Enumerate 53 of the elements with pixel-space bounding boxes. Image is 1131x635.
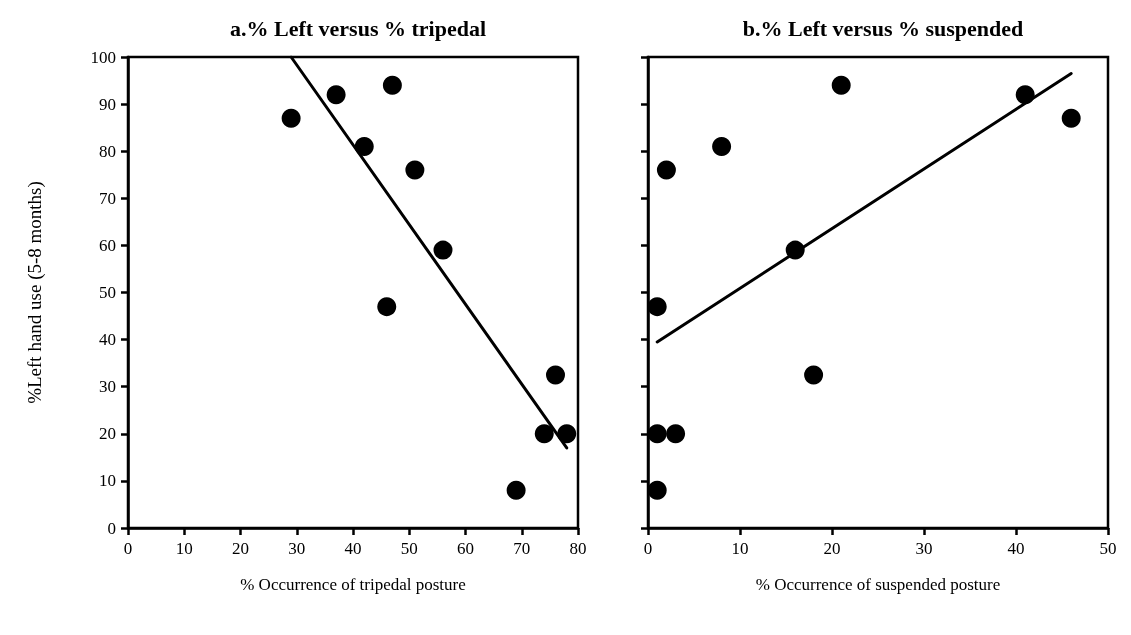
point xyxy=(534,424,554,444)
point xyxy=(656,160,676,180)
y-tick-label: 60 xyxy=(99,235,116,255)
y-tick-label: 20 xyxy=(99,424,116,444)
point xyxy=(647,297,667,317)
point xyxy=(831,75,851,95)
x-tick-label: 50 xyxy=(400,539,418,558)
point xyxy=(377,297,397,317)
x-tick-label: 0 xyxy=(123,539,133,558)
y-tick-label: 100 xyxy=(90,47,116,67)
point xyxy=(281,108,301,128)
x-tick-label: 0 xyxy=(643,539,653,558)
y-tick-label: 90 xyxy=(99,94,116,114)
x-tick-label: 80 xyxy=(569,539,587,558)
x-axis-title: % Occurrence of tripedal posture xyxy=(240,575,466,594)
point xyxy=(647,424,667,444)
point xyxy=(433,240,453,260)
point xyxy=(326,85,346,105)
point xyxy=(557,424,577,444)
x-tick-label: 30 xyxy=(288,539,306,558)
point xyxy=(1061,108,1081,128)
point xyxy=(354,136,374,156)
chart-title: a.% Left versus % tripedal xyxy=(229,15,487,41)
y-tick-label: 0 xyxy=(107,518,116,538)
point xyxy=(712,136,732,156)
point xyxy=(506,480,526,500)
chart-title: b.% Left versus % suspended xyxy=(742,15,1024,41)
point xyxy=(804,365,824,385)
y-tick-label: 30 xyxy=(99,377,116,397)
point xyxy=(1015,85,1035,105)
point xyxy=(382,75,402,95)
x-tick-label: 40 xyxy=(1007,539,1025,558)
x-tick-label: 60 xyxy=(457,539,474,558)
x-tick-label: 10 xyxy=(731,539,749,558)
y-tick-label: 70 xyxy=(99,188,116,208)
y-tick-label: 50 xyxy=(99,283,116,302)
point xyxy=(785,240,805,260)
x-tick-label: 70 xyxy=(513,539,531,558)
point xyxy=(405,160,425,180)
point xyxy=(647,480,667,500)
x-tick-label: 40 xyxy=(344,539,362,558)
x-tick-label: 10 xyxy=(175,539,193,558)
y-axis-title: %Left hand use (5-8 months) xyxy=(24,181,46,404)
x-tick-label: 50 xyxy=(1099,539,1117,558)
x-tick-label: 30 xyxy=(915,539,933,558)
y-tick-label: 10 xyxy=(99,471,116,491)
x-axis-title: % Occurrence of suspended posture xyxy=(755,575,1001,594)
point xyxy=(546,365,565,385)
x-tick-label: 20 xyxy=(232,539,249,558)
y-tick-label: 80 xyxy=(99,141,116,161)
x-tick-label: 20 xyxy=(823,539,841,558)
y-tick-label: 40 xyxy=(99,330,116,350)
point xyxy=(666,424,686,444)
